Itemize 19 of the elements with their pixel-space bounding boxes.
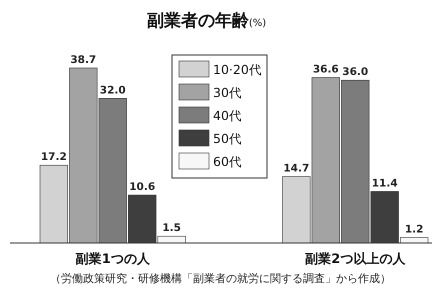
data-label: 1.2 <box>404 224 424 236</box>
data-label: 17.2 <box>40 151 67 164</box>
legend-label: 50代 <box>213 131 242 146</box>
x-tick-label: 副業2つ以上の人 <box>305 252 406 267</box>
data-label: 36.6 <box>312 63 339 76</box>
text: （労働政策研究・研修機構「副業者の就労に関する調査」から作成） <box>50 272 391 285</box>
data-label: 32.0 <box>100 84 126 96</box>
legend-label: 60代 <box>213 154 242 169</box>
data-label: 14.7 <box>283 162 310 175</box>
data-label: 10.6 <box>129 181 156 194</box>
legend-label: 40代 <box>213 108 242 123</box>
legend-label: 10·20代 <box>213 62 262 77</box>
data-label: 1.5 <box>162 222 181 234</box>
chart-subtitle: (%) <box>248 18 266 29</box>
data-label: 11.4 <box>372 177 398 190</box>
x-tick-label: 副業1つの人 <box>76 252 151 267</box>
data-label: 36.0 <box>342 66 368 78</box>
data-label: 38.7 <box>70 54 96 66</box>
legend-label: 30代 <box>213 85 242 100</box>
